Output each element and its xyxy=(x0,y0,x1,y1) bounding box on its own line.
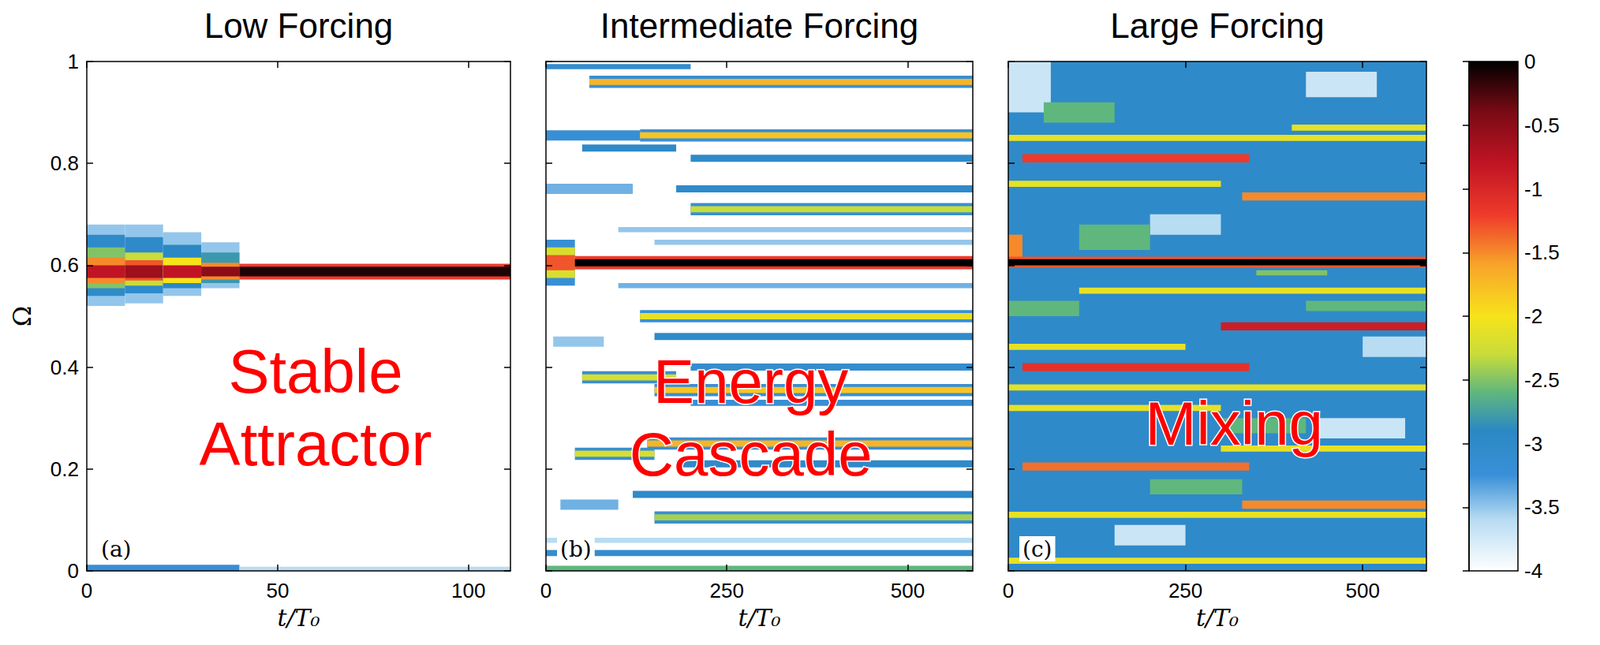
svg-text:0: 0 xyxy=(81,579,93,603)
svg-text:-2.5: -2.5 xyxy=(1524,368,1560,393)
svg-text:-0.5: -0.5 xyxy=(1524,113,1560,138)
svg-text:250: 250 xyxy=(710,579,744,603)
svg-text:100: 100 xyxy=(451,579,486,603)
svg-text:0: 0 xyxy=(1002,579,1014,603)
svg-text:-3: -3 xyxy=(1524,432,1543,457)
svg-text:(c): (c) xyxy=(1022,536,1053,563)
svg-text:-1.5: -1.5 xyxy=(1524,240,1560,265)
svg-text:Attractor: Attractor xyxy=(199,409,433,479)
svg-text:Low Forcing: Low Forcing xyxy=(204,6,394,45)
svg-text:50: 50 xyxy=(265,579,289,603)
svg-text:Mixing: Mixing xyxy=(1144,388,1323,459)
svg-text:Energy: Energy xyxy=(653,347,849,417)
svg-text:Large Forcing: Large Forcing xyxy=(1110,6,1324,45)
svg-text:0: 0 xyxy=(1524,49,1536,74)
svg-text:1: 1 xyxy=(67,49,79,74)
svg-text:0.4: 0.4 xyxy=(50,355,79,380)
svg-text:t/T₀: t/T₀ xyxy=(276,604,320,632)
svg-text:(a): (a) xyxy=(100,536,132,563)
svg-text:0: 0 xyxy=(67,559,79,584)
svg-text:500: 500 xyxy=(1345,579,1380,603)
svg-text:500: 500 xyxy=(890,579,925,603)
svg-text:-2: -2 xyxy=(1524,304,1543,329)
svg-text:Ω: Ω xyxy=(7,306,38,328)
svg-text:250: 250 xyxy=(1168,579,1203,603)
svg-text:Stable: Stable xyxy=(228,336,403,407)
svg-text:(b): (b) xyxy=(560,536,592,563)
svg-text:Intermediate Forcing: Intermediate Forcing xyxy=(600,6,920,45)
svg-text:t/T₀: t/T₀ xyxy=(737,604,781,632)
svg-text:t/T₀: t/T₀ xyxy=(1196,604,1239,632)
svg-text:-4: -4 xyxy=(1524,559,1543,584)
svg-text:0.2: 0.2 xyxy=(50,457,79,482)
svg-text:-3.5: -3.5 xyxy=(1524,495,1560,520)
svg-text:0: 0 xyxy=(540,579,552,603)
svg-text:Cascade: Cascade xyxy=(629,419,873,490)
svg-text:0.8: 0.8 xyxy=(50,151,79,176)
svg-text:-1: -1 xyxy=(1524,177,1543,202)
svg-text:0.6: 0.6 xyxy=(50,253,79,277)
